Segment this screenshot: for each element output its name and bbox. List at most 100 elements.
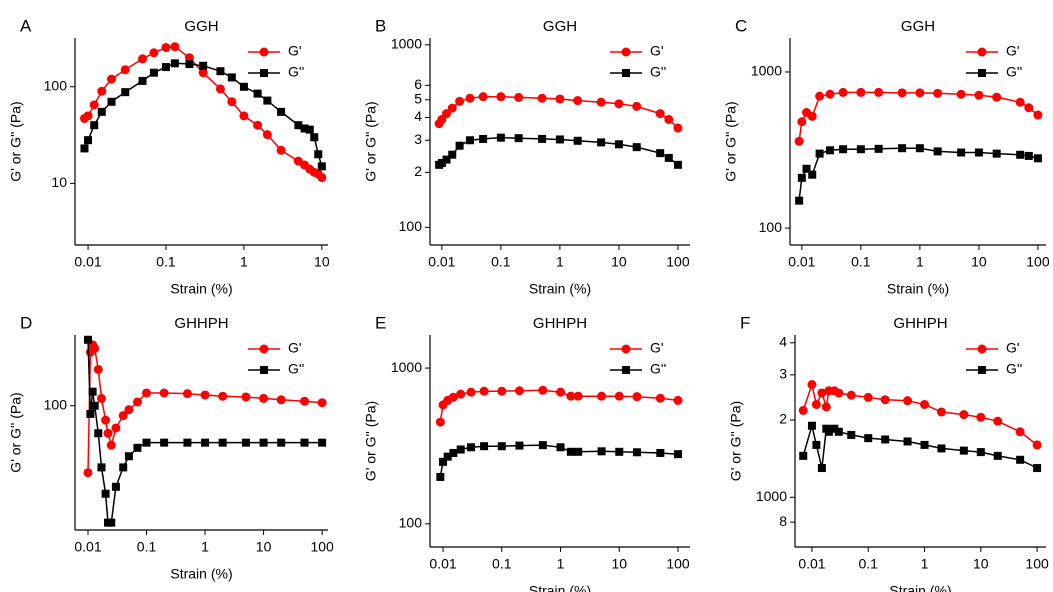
marker <box>239 111 249 121</box>
marker <box>903 437 912 446</box>
marker <box>107 74 117 84</box>
marker <box>807 111 817 121</box>
x-tick-label: 100 <box>310 539 334 555</box>
legend-marker <box>259 344 269 354</box>
marker <box>795 196 804 205</box>
marker <box>101 489 110 498</box>
marker <box>200 390 210 400</box>
marker <box>1033 110 1043 120</box>
marker <box>83 111 93 121</box>
marker <box>227 73 236 82</box>
marker <box>1015 427 1025 437</box>
x-tick-label: 1 <box>921 556 929 572</box>
legend-label: G'' <box>650 64 666 80</box>
marker <box>847 430 856 439</box>
marker <box>834 388 844 398</box>
marker <box>478 92 488 102</box>
y-tick-label: 1000 <box>391 36 422 52</box>
marker <box>936 407 946 417</box>
marker <box>170 59 179 68</box>
y-tick-label: 3 <box>779 366 787 382</box>
marker <box>448 392 458 402</box>
marker <box>992 92 1002 102</box>
marker <box>515 441 524 450</box>
marker <box>97 86 107 96</box>
y-tick-label: 3 <box>414 131 422 147</box>
y-tick-label: 100 <box>44 396 68 412</box>
marker <box>199 61 208 70</box>
marker <box>632 143 641 152</box>
marker <box>614 140 623 149</box>
marker <box>305 125 314 134</box>
legend-label: G' <box>650 43 664 59</box>
marker <box>107 518 116 527</box>
marker <box>807 380 817 390</box>
marker <box>656 448 665 457</box>
marker <box>993 416 1003 426</box>
marker <box>632 448 641 457</box>
marker <box>121 88 130 97</box>
legend-marker <box>977 344 987 354</box>
marker <box>817 388 827 398</box>
x-tick-label: 1 <box>556 254 564 270</box>
marker <box>864 434 873 443</box>
marker <box>119 463 128 472</box>
marker <box>959 410 969 420</box>
marker <box>253 89 262 98</box>
marker <box>96 393 106 403</box>
legend-label: G'' <box>1006 64 1022 80</box>
x-tick-label: 100 <box>1026 254 1050 270</box>
marker <box>881 435 890 444</box>
y-tick-label: 6 <box>414 76 422 92</box>
marker <box>566 391 576 401</box>
marker <box>573 391 583 401</box>
marker <box>664 153 673 162</box>
marker <box>812 440 821 449</box>
x-tick-label: 10 <box>256 539 272 555</box>
x-tick-label: 0.1 <box>491 254 511 270</box>
legend-marker <box>260 69 268 77</box>
marker <box>103 428 113 438</box>
marker <box>632 101 642 111</box>
panel-label: A <box>20 16 32 35</box>
series-line <box>798 147 1039 201</box>
marker <box>798 405 808 415</box>
y-tick-label: 4 <box>414 108 422 124</box>
marker <box>300 396 310 406</box>
x-tick-label: 1 <box>201 539 209 555</box>
legend-label: G' <box>288 43 302 59</box>
panel: 0.01 0.1 1 10 100 8 1000 2 3 4 GHHPH F Strain (%) G' … <box>728 313 1049 592</box>
legend-marker <box>977 47 987 57</box>
marker <box>496 92 506 102</box>
marker <box>597 138 606 147</box>
panel: 0.01 0.1 1 10 100 100 GHHPH D Strain (%) G' or G'… <box>8 313 334 581</box>
legend-marker <box>622 69 630 77</box>
marker <box>1024 103 1034 113</box>
marker <box>898 144 907 153</box>
marker <box>674 450 683 459</box>
marker <box>537 93 547 103</box>
marker <box>276 395 286 405</box>
marker <box>802 164 811 173</box>
marker <box>556 443 565 452</box>
y-tick-label: 1000 <box>756 488 787 504</box>
series-line <box>798 91 1039 142</box>
marker <box>259 393 269 403</box>
x-axis-label: Strain (%) <box>889 583 951 592</box>
marker <box>133 443 142 452</box>
panel: 0.01 0.1 1 10 100 100 1000 GGH C Strain (%) G' or … <box>723 16 1050 296</box>
legend-marker <box>978 366 986 374</box>
marker <box>1024 151 1033 160</box>
marker <box>124 405 134 415</box>
marker <box>161 43 171 53</box>
marker <box>215 84 225 94</box>
marker <box>655 393 665 403</box>
panel: 0.01 0.1 1 10 10 100 GGH A Strain (%) G' or G'' (… <box>8 16 330 296</box>
marker <box>161 63 170 72</box>
x-tick-label: 0.01 <box>798 556 825 572</box>
marker <box>673 160 682 169</box>
marker <box>84 136 93 145</box>
x-tick-label: 10 <box>611 556 627 572</box>
marker <box>1016 455 1025 464</box>
marker <box>974 148 983 157</box>
